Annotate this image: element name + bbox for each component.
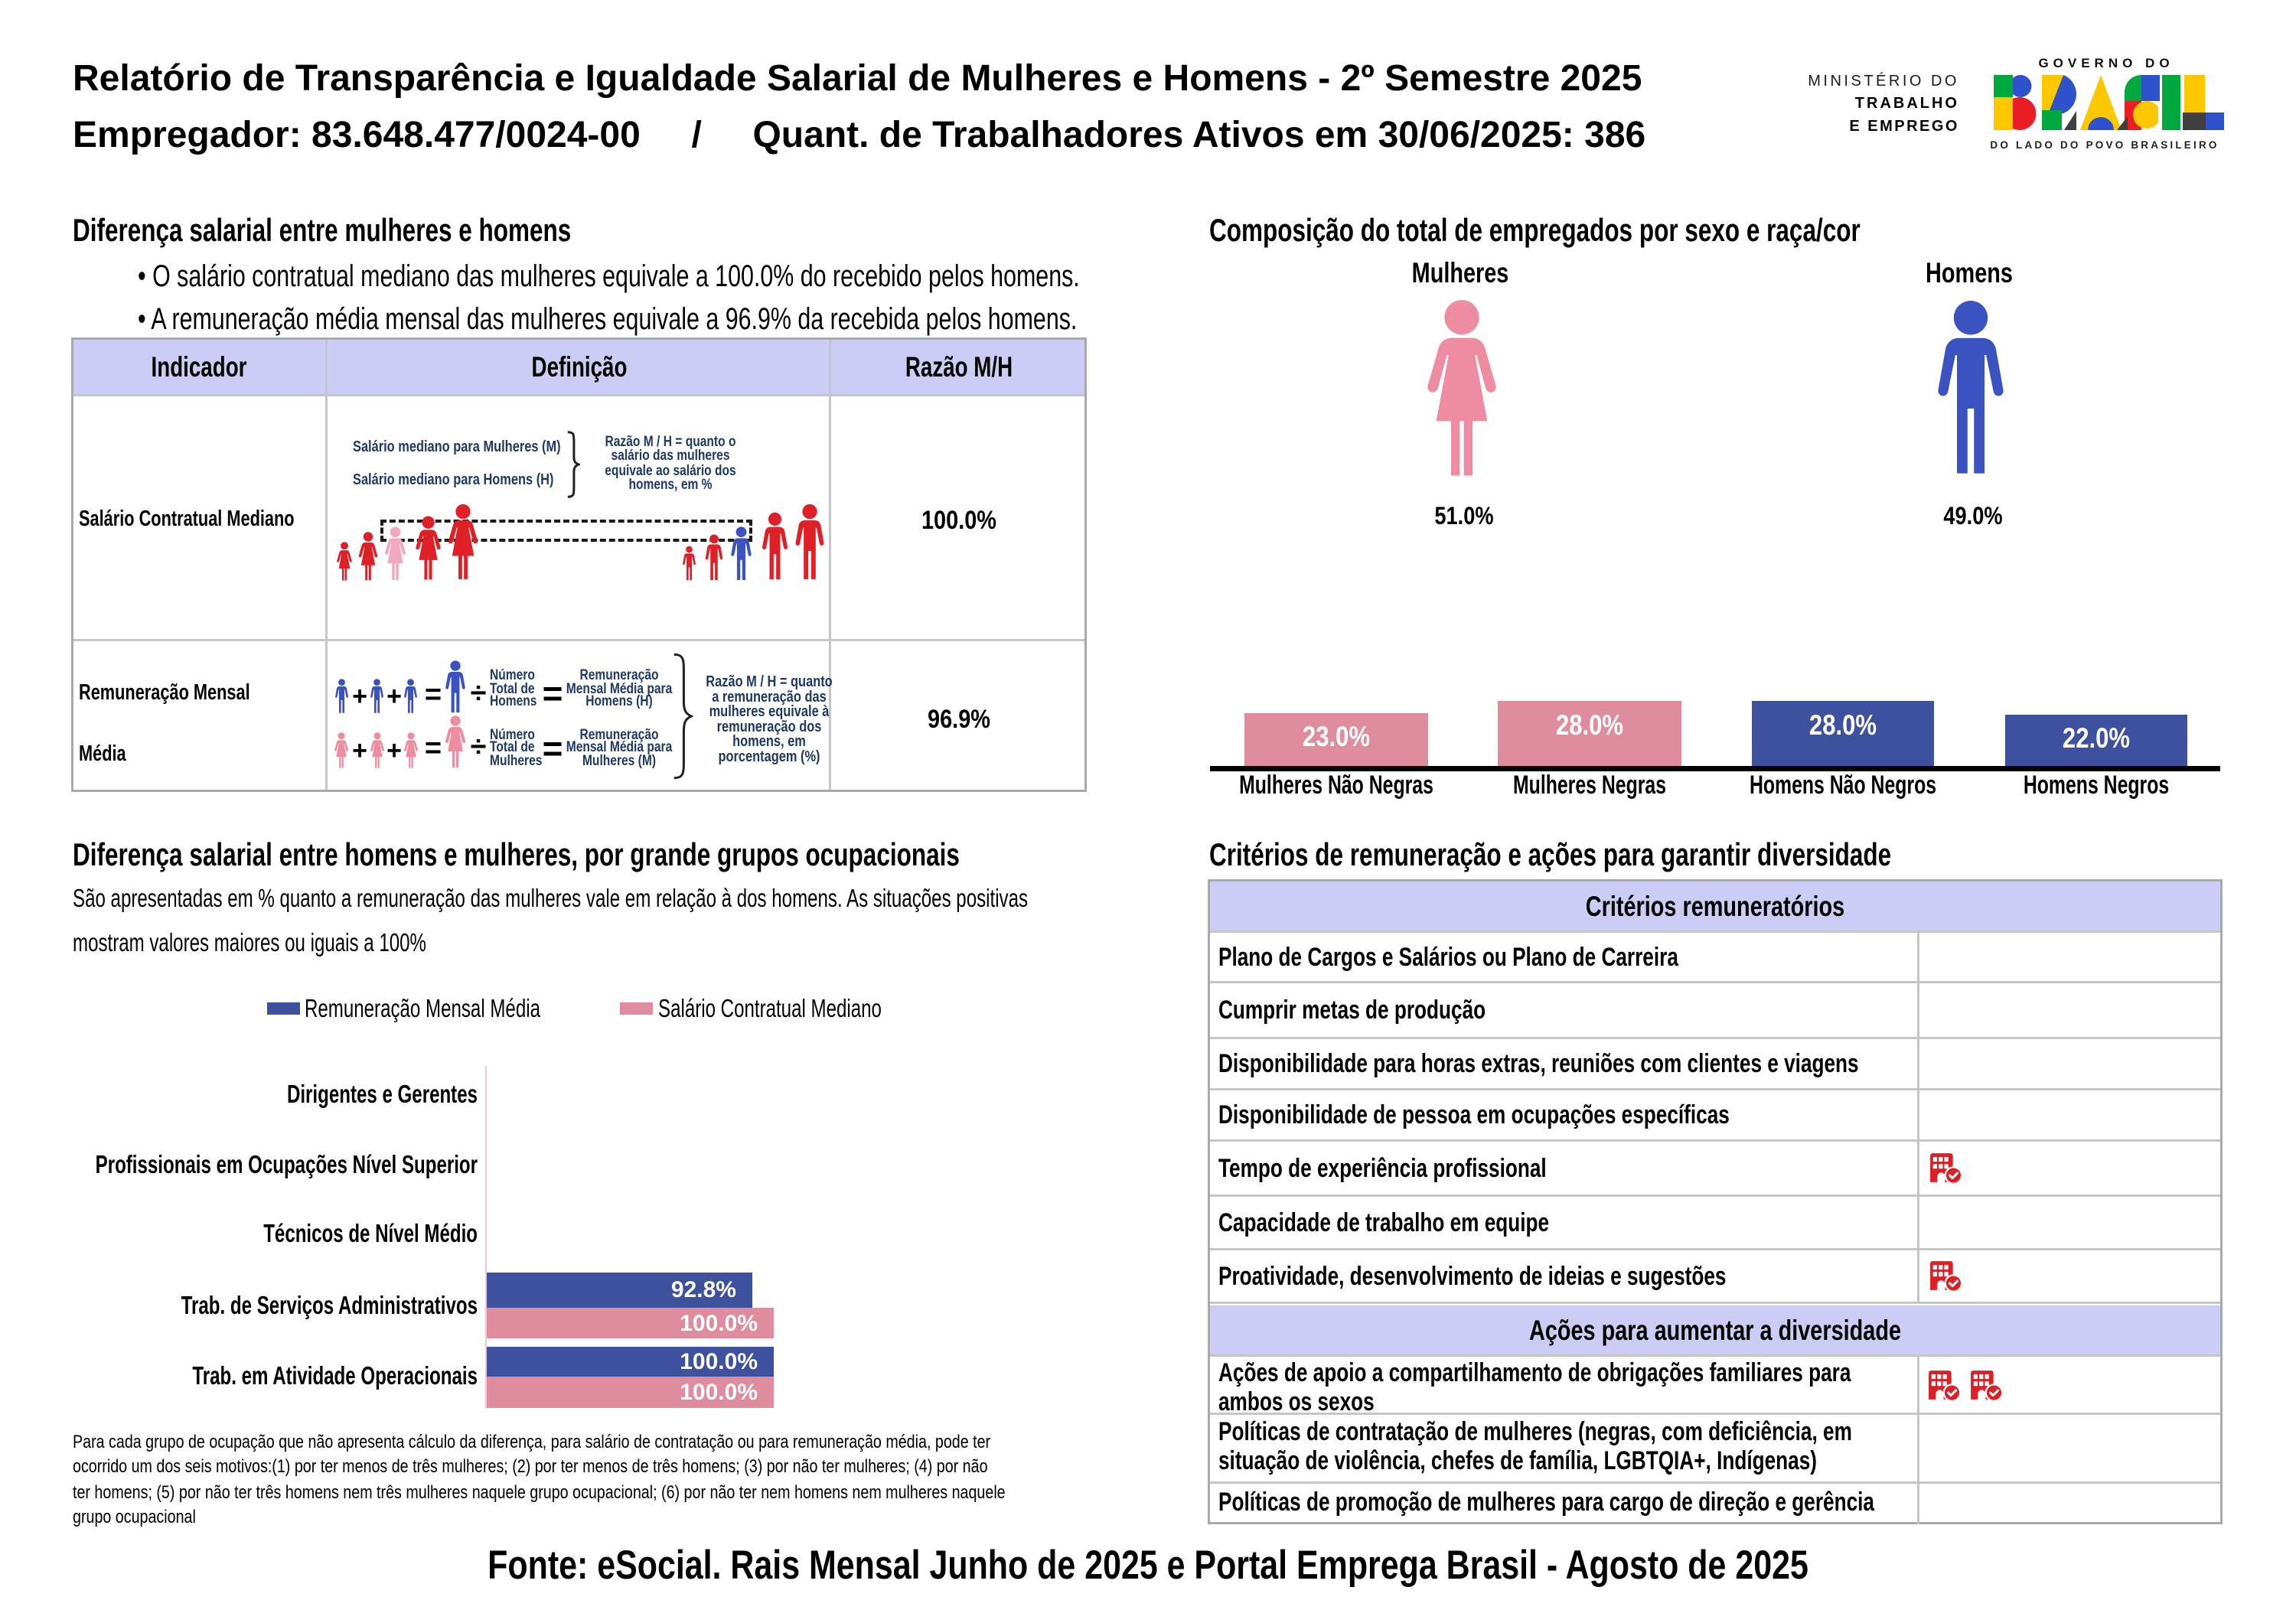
svg-text:DO LADO DO POVO BRASILEIRO: DO LADO DO POVO BRASILEIRO: [1990, 139, 2219, 151]
svg-text:GOVERNO DO: GOVERNO DO: [2038, 56, 2174, 70]
